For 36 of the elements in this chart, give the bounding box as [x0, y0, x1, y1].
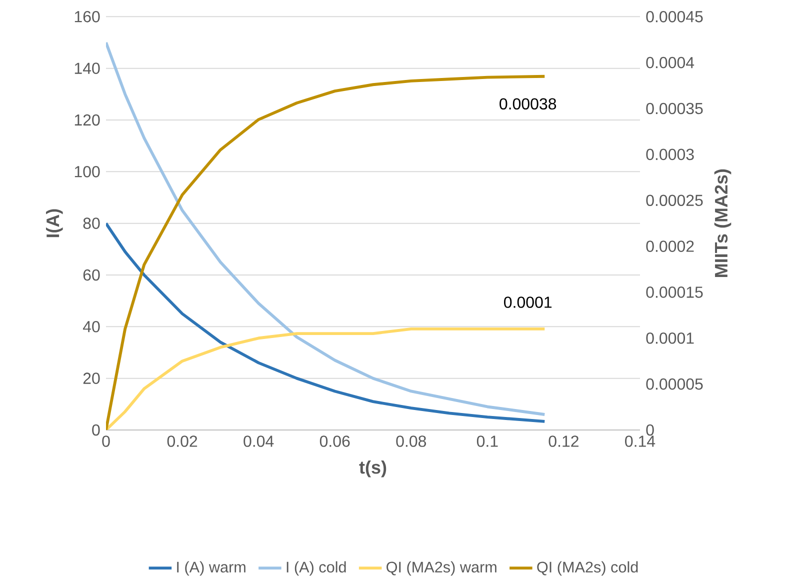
y-tick-label: 80 — [83, 218, 100, 229]
y-tick-label: 60 — [83, 269, 100, 281]
x-tick-label: 0.04 — [244, 436, 274, 447]
y-tick-label: 120 — [74, 114, 100, 126]
x-tick-label: 0.1 — [476, 436, 498, 447]
y2-axis-title: MIITs (MA2s) — [714, 169, 732, 277]
y-tick-label: 160 — [74, 11, 100, 22]
y2-tick-label: 0.0003 — [646, 148, 694, 160]
annotation: 0.00038 — [500, 98, 556, 110]
y-tick-label: 100 — [74, 166, 100, 178]
y2-tick-label: 0.0001 — [646, 332, 694, 344]
y2-tick-label: 0.00025 — [646, 194, 703, 206]
y2-tick-label: 0.00045 — [646, 11, 703, 22]
legend-label: I (A) warm — [177, 561, 246, 576]
x-tick-label: 0.06 — [320, 436, 350, 447]
y-axis-title: I(A) — [46, 209, 63, 238]
y2-tick-label: 0.0004 — [646, 56, 694, 68]
legend-label: I (A) cold — [286, 561, 346, 576]
y2-tick-label: 0.00035 — [646, 102, 703, 114]
y-tick-label: 0 — [92, 424, 100, 436]
x-tick-label: 0.08 — [396, 436, 426, 447]
legend-label: QI (MA2s) warm — [386, 561, 496, 576]
x-tick-label: 0.12 — [548, 436, 578, 447]
y-tick-label: 40 — [82, 321, 100, 332]
y2-tick-label: 0.00005 — [646, 378, 703, 390]
x-axis-title: t(s) — [359, 460, 386, 478]
y2-tick-label: 0 — [646, 424, 654, 436]
y2-tick-label: 0.0002 — [646, 240, 694, 252]
legend-label: QI (MA2s) cold — [537, 561, 638, 576]
y-tick-label: 20 — [83, 372, 100, 384]
y-tick-label: 140 — [74, 62, 100, 74]
x-tick-label: 0 — [102, 436, 110, 447]
y2-tick-label: 0.00015 — [646, 286, 703, 298]
x-tick-label: 0.14 — [625, 436, 656, 447]
x-tick-label: 0.02 — [167, 436, 198, 447]
annotation: 0.0001 — [504, 296, 552, 308]
